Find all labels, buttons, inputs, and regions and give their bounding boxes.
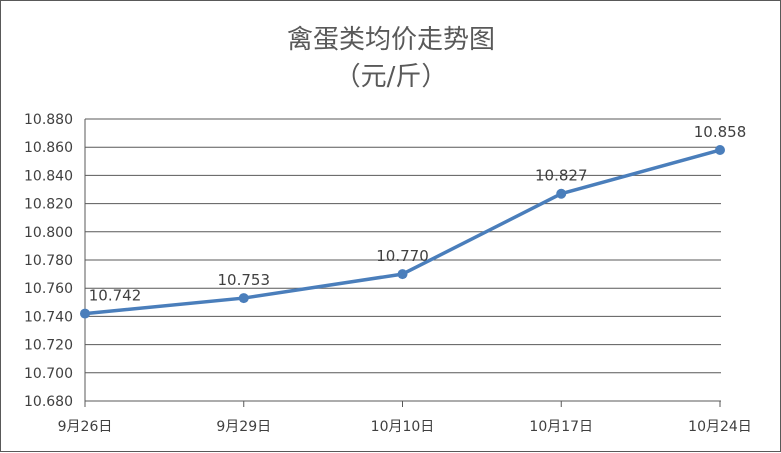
data-label: 10.742 <box>89 287 142 305</box>
y-tick-label: 10.880 <box>24 112 73 128</box>
y-tick-label: 10.800 <box>24 225 73 241</box>
data-label: 10.770 <box>376 247 429 265</box>
data-label: 10.858 <box>694 123 747 141</box>
data-label: 10.827 <box>535 167 588 185</box>
x-tick-label: 10月24日 <box>688 419 752 435</box>
y-tick-label: 10.760 <box>24 281 73 297</box>
y-tick-label: 10.780 <box>24 253 73 269</box>
x-tick-label: 10月10日 <box>371 419 435 435</box>
data-point <box>397 269 408 280</box>
y-tick-label: 10.820 <box>24 197 73 213</box>
y-tick-label: 10.680 <box>24 394 73 410</box>
y-tick-label: 10.740 <box>24 309 73 325</box>
y-tick-label: 10.860 <box>24 140 73 156</box>
x-tick-label: 9月26日 <box>58 419 113 435</box>
data-point <box>80 308 90 319</box>
y-tick-label: 10.840 <box>24 168 73 184</box>
data-label: 10.753 <box>218 271 271 289</box>
data-point <box>715 145 725 156</box>
y-tick-label: 10.700 <box>24 366 73 382</box>
x-tick-label: 10月17日 <box>529 419 593 435</box>
x-tick-label: 9月29日 <box>216 419 271 435</box>
chart-subtitle: （元/斤） <box>335 62 448 92</box>
data-point <box>238 293 249 304</box>
chart-title: 禽蛋类均价走势图 <box>287 25 495 55</box>
y-tick-label: 10.720 <box>24 338 73 354</box>
data-point <box>556 188 567 199</box>
